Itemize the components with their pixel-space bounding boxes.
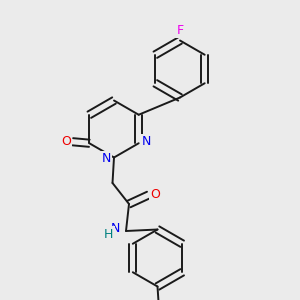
Text: O: O (61, 135, 71, 148)
Text: H: H (104, 227, 114, 241)
Text: N: N (111, 222, 120, 235)
Text: O: O (150, 188, 160, 202)
Text: N: N (102, 152, 111, 166)
Text: N: N (142, 135, 151, 148)
Text: F: F (176, 23, 184, 37)
